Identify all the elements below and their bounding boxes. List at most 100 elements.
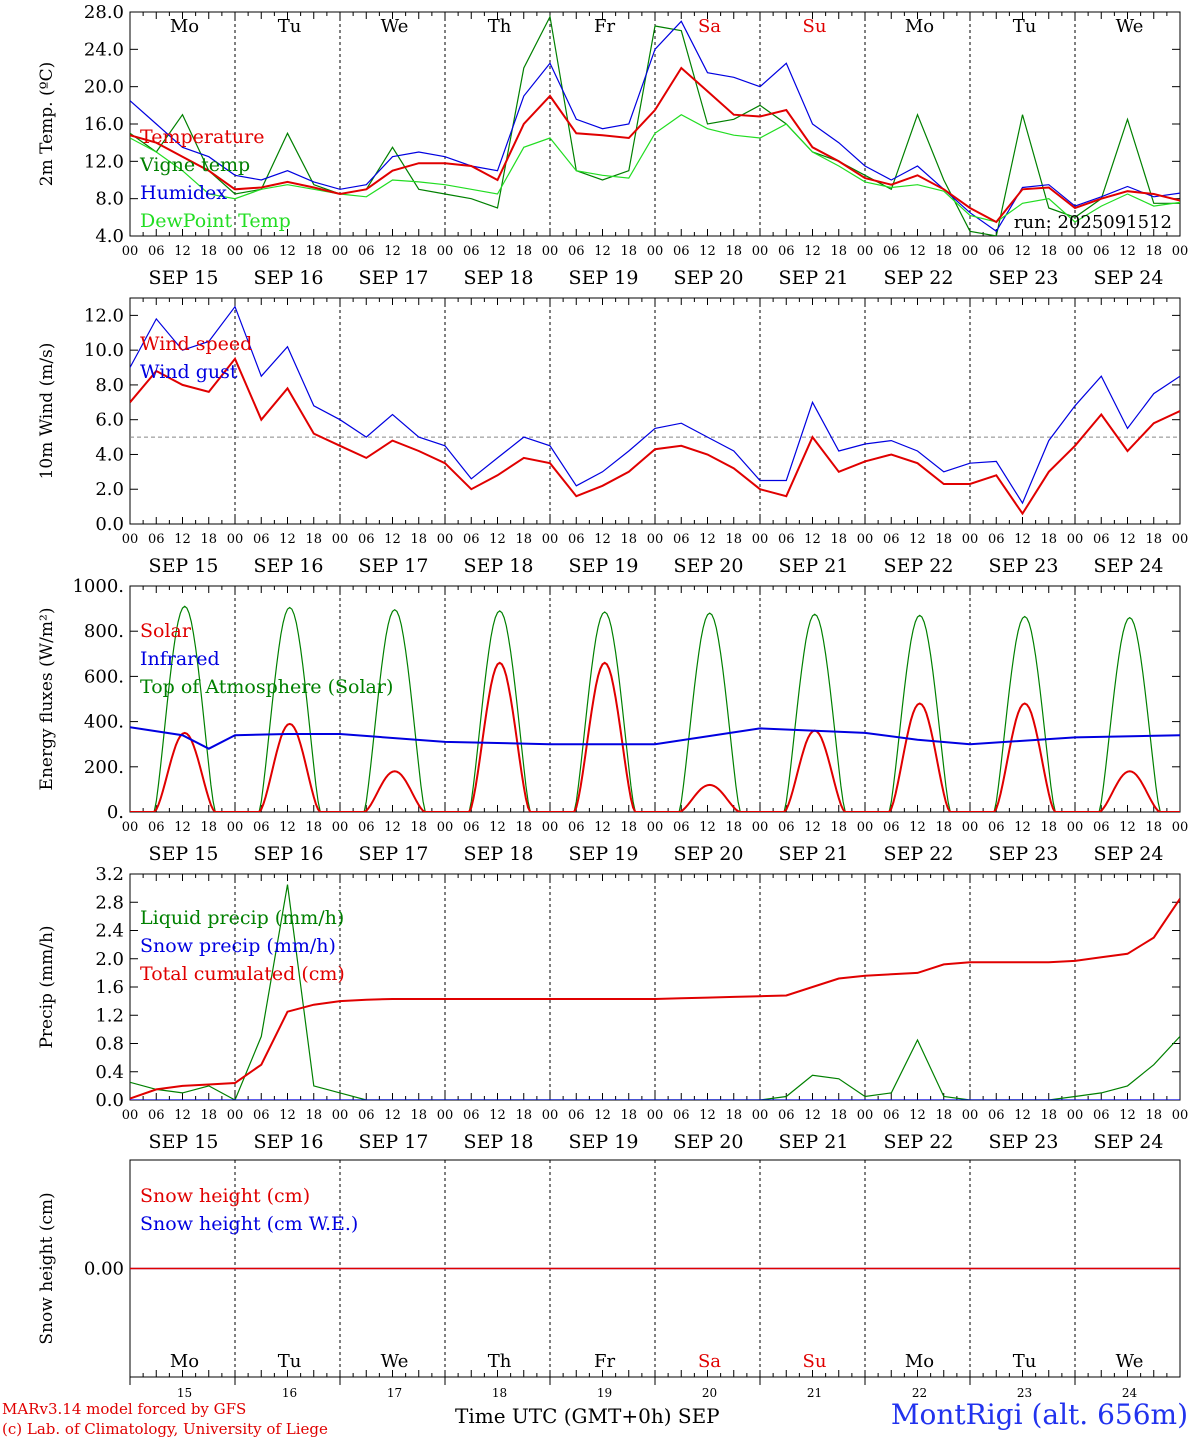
wind-speed-line xyxy=(130,356,1180,516)
day-abbrev: Tu xyxy=(278,16,302,37)
hour-tick-label: 06 xyxy=(883,244,900,259)
hour-tick-label: 12 xyxy=(1119,1108,1136,1123)
hour-tick-label: 18 xyxy=(515,244,532,259)
hour-tick-label: 12 xyxy=(174,532,191,547)
day-abbrev: We xyxy=(1116,16,1144,37)
hour-tick-label: 12 xyxy=(489,532,506,547)
legend-entry: DewPoint Temp xyxy=(140,210,291,232)
hour-tick-label: 06 xyxy=(568,820,585,835)
hour-tick-label: 00 xyxy=(962,1108,979,1123)
hour-tick-label: 12 xyxy=(1119,532,1136,547)
date-label: SEP 17 xyxy=(359,267,429,289)
legend-entry: Humidex xyxy=(140,182,227,204)
hour-tick-label: 12 xyxy=(1119,244,1136,259)
day-number: 23 xyxy=(1017,1386,1032,1400)
date-label: SEP 22 xyxy=(884,843,954,865)
day-number: 17 xyxy=(387,1386,402,1400)
hour-tick-label: 06 xyxy=(253,532,270,547)
day-abbrev: Fr xyxy=(594,1351,615,1372)
hour-tick-label: 00 xyxy=(227,244,244,259)
hour-tick-label: 18 xyxy=(1145,532,1162,547)
day-number: 22 xyxy=(912,1386,927,1400)
y-tick-label: 200. xyxy=(84,757,124,778)
hour-tick-label: 18 xyxy=(935,820,952,835)
hour-tick-label: 00 xyxy=(227,1108,244,1123)
date-label: SEP 18 xyxy=(464,1131,534,1153)
y-tick-label: 0.8 xyxy=(95,1034,124,1055)
day-number: 20 xyxy=(702,1386,717,1400)
plot-area xyxy=(130,305,1180,516)
hour-tick-label: 00 xyxy=(122,244,139,259)
legend-entry: Liquid precip (mm/h) xyxy=(140,907,344,929)
day-abbrev: We xyxy=(1116,1351,1144,1372)
hour-tick-label: 00 xyxy=(647,1108,664,1123)
legend-entry: Wind speed xyxy=(140,333,252,355)
date-label: SEP 22 xyxy=(884,267,954,289)
day-abbrev: Mo xyxy=(170,1351,199,1372)
y-tick-label: 8.0 xyxy=(95,189,124,210)
date-label: SEP 18 xyxy=(464,555,534,577)
hour-tick-label: 18 xyxy=(200,1108,217,1123)
hour-tick-label: 00 xyxy=(1067,532,1084,547)
hour-tick-label: 06 xyxy=(358,532,375,547)
hour-tick-label: 18 xyxy=(725,1108,742,1123)
hour-tick-label: 00 xyxy=(1172,244,1189,259)
date-label: SEP 16 xyxy=(254,843,324,865)
date-label: SEP 18 xyxy=(464,267,534,289)
hour-tick-label: 12 xyxy=(384,820,401,835)
hour-tick-label: 18 xyxy=(830,532,847,547)
hour-tick-label: 06 xyxy=(1093,1108,1110,1123)
hour-tick-label: 00 xyxy=(437,532,454,547)
hour-tick-label: 00 xyxy=(1172,820,1189,835)
date-label: SEP 23 xyxy=(989,843,1059,865)
legend-entry: Solar xyxy=(140,620,192,642)
day-number: 18 xyxy=(492,1386,507,1400)
y-tick-label: 400. xyxy=(84,712,124,733)
hour-tick-label: 12 xyxy=(804,532,821,547)
date-label: SEP 22 xyxy=(884,555,954,577)
hour-tick-label: 12 xyxy=(909,532,926,547)
legend-entry: Infrared xyxy=(140,648,220,670)
hour-tick-label: 18 xyxy=(830,244,847,259)
hour-tick-label: 00 xyxy=(647,244,664,259)
day-abbrev: We xyxy=(381,16,409,37)
date-label: SEP 20 xyxy=(674,1131,744,1153)
hour-tick-label: 18 xyxy=(830,820,847,835)
hour-tick-label: 00 xyxy=(752,820,769,835)
hour-tick-label: 18 xyxy=(1040,532,1057,547)
hour-tick-label: 18 xyxy=(305,532,322,547)
hour-tick-label: 12 xyxy=(804,244,821,259)
hour-tick-label: 18 xyxy=(725,532,742,547)
day-number: 15 xyxy=(177,1386,192,1400)
hour-tick-label: 12 xyxy=(489,1108,506,1123)
hour-tick-label: 12 xyxy=(489,820,506,835)
y-tick-label: 0.0 xyxy=(95,514,124,535)
y-tick-label: 0.00 xyxy=(84,1259,124,1280)
y-tick-label: 2.8 xyxy=(95,892,124,913)
legend-entry: Wind gust xyxy=(140,361,238,383)
date-label: SEP 15 xyxy=(149,555,219,577)
hour-tick-label: 06 xyxy=(778,244,795,259)
hour-tick-label: 12 xyxy=(699,820,716,835)
day-abbrev: Th xyxy=(488,1351,512,1372)
hour-tick-label: 18 xyxy=(305,1108,322,1123)
station-name: MontRigi (alt. 656m) xyxy=(890,1398,1188,1431)
hour-tick-label: 06 xyxy=(883,532,900,547)
hour-tick-label: 18 xyxy=(410,244,427,259)
hour-tick-label: 12 xyxy=(489,244,506,259)
hour-tick-label: 12 xyxy=(594,532,611,547)
day-number: 21 xyxy=(807,1386,822,1400)
vigne-temp-line xyxy=(130,14,1180,236)
hour-tick-label: 18 xyxy=(1145,244,1162,259)
date-label: SEP 16 xyxy=(254,555,324,577)
hour-tick-label: 00 xyxy=(437,820,454,835)
hour-tick-label: 12 xyxy=(594,820,611,835)
credit-line-2: (c) Lab. of Climatology, University of L… xyxy=(2,1420,328,1438)
hour-tick-label: 18 xyxy=(200,820,217,835)
hour-tick-label: 06 xyxy=(148,1108,165,1123)
hour-tick-label: 12 xyxy=(279,244,296,259)
hour-tick-label: 00 xyxy=(1067,244,1084,259)
hour-tick-label: 00 xyxy=(857,244,874,259)
infrared-line xyxy=(130,726,1180,750)
